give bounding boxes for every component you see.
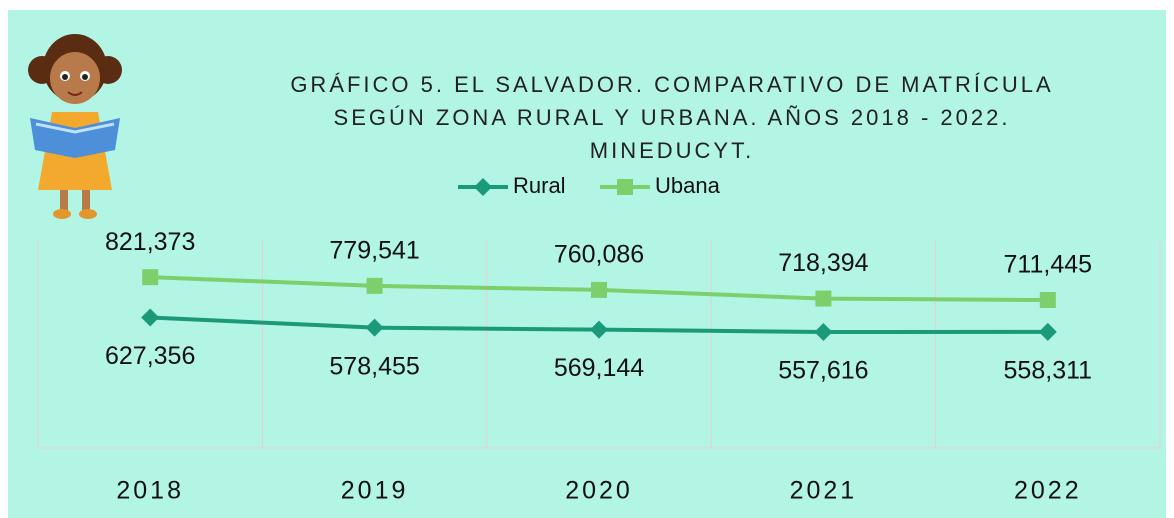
legend-marker: [617, 179, 633, 195]
data-point: [1038, 322, 1057, 341]
chart-title: SEGÚN ZONA RURAL Y URBANA. AÑOS 2018 - 2…: [334, 105, 1011, 130]
data-label: 718,394: [778, 249, 868, 277]
data-label: 779,541: [329, 236, 419, 264]
chart-title: MINEDUCYT.: [590, 138, 754, 163]
data-point: [815, 290, 832, 307]
girl-icon: [28, 34, 122, 219]
data-label: 558,311: [1004, 356, 1093, 384]
data-label: 760,086: [554, 241, 644, 269]
data-label: 821,373: [105, 228, 195, 256]
data-point: [142, 269, 159, 286]
data-point: [590, 320, 608, 339]
legend-marker: [474, 178, 492, 196]
x-tick-label: 2018: [116, 477, 184, 505]
data-label: 578,455: [329, 352, 419, 380]
data-point: [141, 308, 160, 327]
x-tick-label: 2020: [565, 477, 633, 505]
x-tick-label: 2021: [790, 477, 858, 505]
data-label: 627,356: [105, 342, 195, 370]
x-tick-label: 2022: [1014, 477, 1082, 505]
legend-label: Ubana: [655, 173, 721, 198]
data-point: [1039, 292, 1056, 309]
data-point: [366, 277, 383, 294]
data-point: [365, 318, 384, 337]
data-label: 569,144: [554, 354, 644, 382]
legend-label: Rural: [513, 173, 566, 198]
x-tick-label: 2019: [341, 477, 409, 505]
chart-title: GRÁFICO 5. EL SALVADOR. COMPARATIVO DE M…: [290, 72, 1053, 97]
data-point: [591, 281, 607, 298]
data-point: [814, 323, 833, 342]
data-label: 557,616: [778, 357, 868, 385]
chart-bg: [8, 10, 1166, 518]
data-label: 711,445: [1004, 251, 1093, 279]
